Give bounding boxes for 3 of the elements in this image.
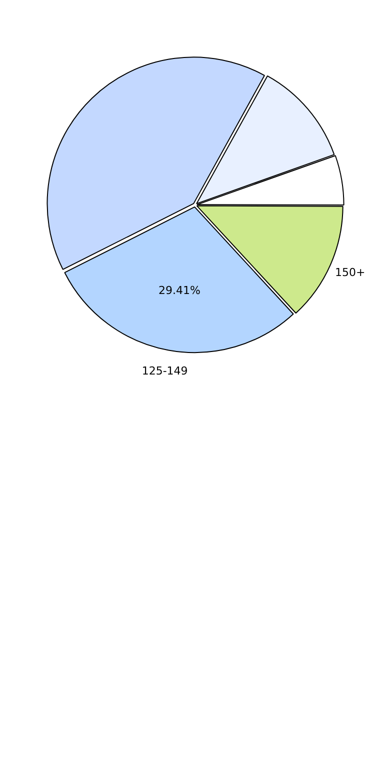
slice-label: 150+ bbox=[335, 266, 366, 280]
data-label: 29.41% bbox=[158, 284, 200, 297]
slice-label: 125-149 bbox=[142, 364, 188, 378]
